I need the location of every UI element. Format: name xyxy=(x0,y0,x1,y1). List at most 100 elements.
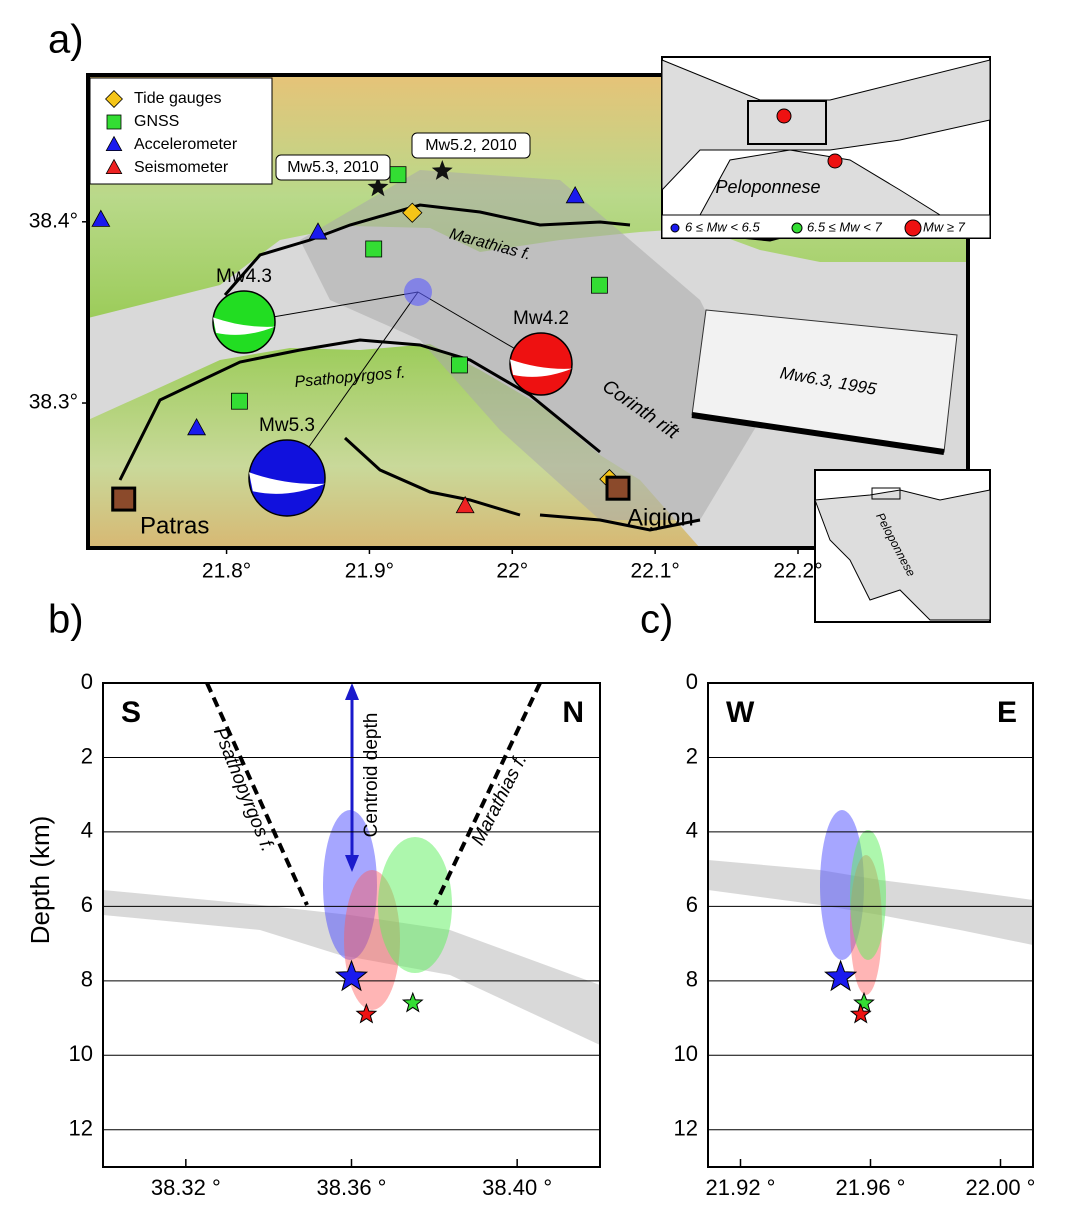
hypocenter xyxy=(849,1002,872,1024)
legend-label: Accelerometer xyxy=(134,136,238,153)
mechanism-label: Mw5.3 xyxy=(259,415,315,436)
faults xyxy=(118,203,801,532)
event-star xyxy=(367,176,389,197)
beachball-nodal xyxy=(249,472,325,494)
marker-triangle xyxy=(105,135,123,152)
event-label: Mw5.3, 2010 xyxy=(287,159,379,176)
y-tick-label: 2 xyxy=(81,743,93,768)
marker-diamond xyxy=(105,90,123,108)
marker-triangle xyxy=(455,495,475,514)
x-tick-label: 22.2° xyxy=(773,560,822,583)
inset-legend-label: 6 ≤ Mw < 6.5 xyxy=(685,219,760,234)
corner-label: W xyxy=(726,696,755,729)
y-tick-label: 12 xyxy=(674,1116,698,1141)
marker-triangle xyxy=(91,209,111,227)
inset-legend-marker xyxy=(670,223,680,233)
corner-label: E xyxy=(997,696,1017,729)
inset-bottom xyxy=(814,469,991,623)
marker-square xyxy=(591,276,608,294)
y-axis-label: Depth (km) xyxy=(25,816,55,945)
y-tick-label: 6 xyxy=(81,892,93,917)
section-b-decor xyxy=(103,682,600,1045)
y-tick-label: 38.3° xyxy=(29,391,78,414)
annotation: Psathopyrgos f. xyxy=(209,725,278,855)
inset-box xyxy=(747,100,827,145)
x-tick-label: 38.40 ° xyxy=(482,1175,552,1200)
y-tick-label: 4 xyxy=(81,818,93,843)
inset-legend-marker xyxy=(791,222,803,234)
inset-event xyxy=(776,108,792,124)
y-tick-label: 38.4° xyxy=(29,209,78,232)
y-tick-label: 8 xyxy=(81,967,93,992)
hypocenter xyxy=(355,1002,378,1024)
annotation: Marathias f. xyxy=(468,751,532,849)
mechanism-label: Mw4.3 xyxy=(216,266,272,287)
x-tick-label: 21.96 ° xyxy=(836,1175,906,1200)
x-tick-label: 22° xyxy=(496,560,528,583)
marker-triangle xyxy=(565,185,585,204)
legend-label: Tide gauges xyxy=(134,90,221,107)
marker-square xyxy=(365,240,383,258)
inset-event xyxy=(827,153,843,169)
mechanism-label: Mw4.2 xyxy=(513,308,569,329)
legend-label: GNSS xyxy=(134,113,179,130)
panel-label: a) xyxy=(48,18,84,62)
beachball xyxy=(509,332,573,396)
beachball xyxy=(212,290,276,354)
hypocenter xyxy=(824,959,858,992)
event-label-box xyxy=(411,132,531,159)
event-label: Mw5.2, 2010 xyxy=(425,137,517,154)
city-label: Patras xyxy=(140,512,209,539)
legend-box xyxy=(89,77,273,185)
cluster xyxy=(404,278,432,306)
y-tick-label: 0 xyxy=(81,669,93,694)
y-tick-label: 8 xyxy=(686,967,698,992)
beachball-nodal xyxy=(213,317,275,335)
y-tick-label: 10 xyxy=(674,1041,698,1066)
marker-triangle xyxy=(187,417,207,436)
hypocenter xyxy=(401,991,424,1013)
section-c-decor xyxy=(708,810,1033,995)
x-tick-label: 21.92 ° xyxy=(706,1175,776,1200)
corner-label: N xyxy=(562,696,584,729)
y-tick-label: 2 xyxy=(686,743,698,768)
inset-legend-label: 6.5 ≤ Mw < 7 xyxy=(807,219,882,234)
marker-square xyxy=(389,166,407,184)
legend-label: Seismometer xyxy=(134,159,229,176)
x-tick-label: 21.8° xyxy=(202,560,251,583)
beachball xyxy=(248,439,326,517)
city xyxy=(605,475,631,501)
y-tick-label: 6 xyxy=(686,892,698,917)
x-tick-label: 38.32 ° xyxy=(151,1175,221,1200)
inset-legend-marker xyxy=(904,219,922,237)
event-star xyxy=(431,160,453,180)
inset-box xyxy=(871,487,901,500)
x-tick-label: 38.36 ° xyxy=(317,1175,387,1200)
corner-label: S xyxy=(121,696,141,729)
rupture-edge xyxy=(691,412,945,455)
marker-diamond xyxy=(402,202,423,223)
beachball-nodal xyxy=(510,359,572,377)
marker-triangle xyxy=(308,222,328,240)
marker-square xyxy=(106,114,122,130)
hypocenter xyxy=(334,959,369,992)
x-tick-label: 22.00 ° xyxy=(966,1175,1036,1200)
marker-square xyxy=(451,356,468,374)
y-tick-label: 12 xyxy=(69,1116,93,1141)
event-label-box xyxy=(275,154,391,181)
plot-frame xyxy=(707,682,1034,1168)
inset-legend-label: Mw ≥ 7 xyxy=(923,219,966,234)
y-tick-label: 4 xyxy=(686,818,698,843)
marker-triangle xyxy=(105,158,123,175)
inset-label: Peloponnese xyxy=(715,177,820,197)
inset-top xyxy=(661,56,991,239)
marker-square xyxy=(231,392,248,410)
panel-label: c) xyxy=(640,598,673,642)
plot-frame xyxy=(102,682,601,1168)
inset-land xyxy=(814,489,991,621)
y-tick-label: 0 xyxy=(686,669,698,694)
city xyxy=(111,486,137,512)
annotation: Centroid depth xyxy=(361,713,382,838)
city-label: Aigion xyxy=(627,504,694,531)
